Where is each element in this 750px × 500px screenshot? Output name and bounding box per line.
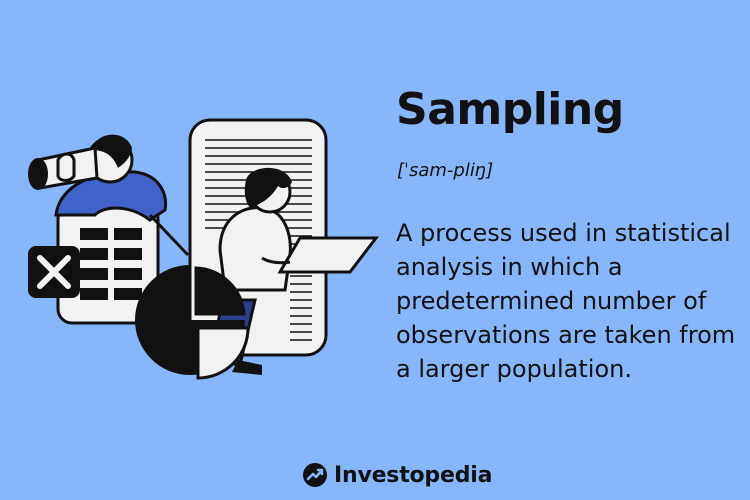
- investopedia-logo-icon: [303, 463, 327, 487]
- term-definition: A process used in statistical analysis i…: [396, 219, 736, 383]
- brand-logo-lockup[interactable]: Investopedia: [302, 462, 492, 488]
- spreadsheet-icon: [56, 203, 160, 325]
- term-title: Sampling: [396, 84, 624, 135]
- term-pronunciation: [ˈsam-pliŋ]: [397, 160, 494, 181]
- person-with-telescope-icon: [28, 134, 190, 257]
- pie-chart-icon: [135, 265, 250, 380]
- brand-name: Investopedia: [334, 462, 493, 488]
- spreadsheet-badge-icon: [28, 246, 80, 298]
